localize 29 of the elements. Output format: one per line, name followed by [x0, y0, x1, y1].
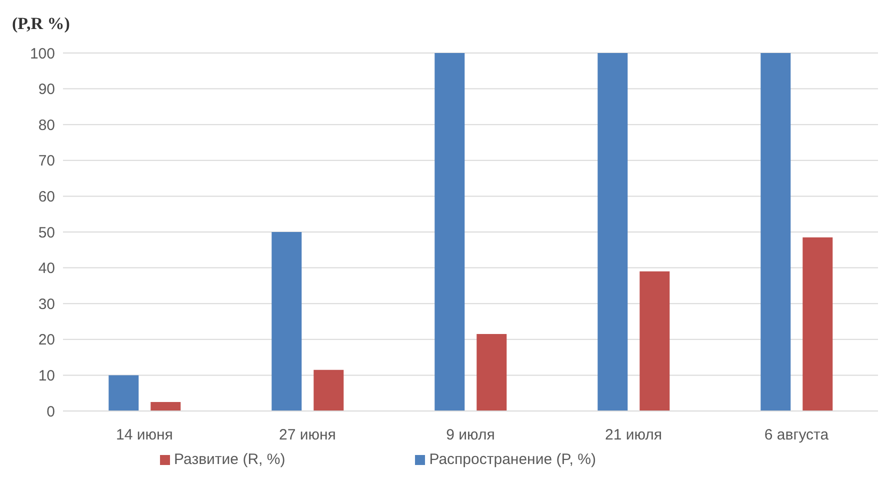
y-tick-label: 0: [46, 403, 55, 420]
bar: [760, 53, 791, 411]
y-tick-label: 50: [38, 224, 55, 242]
bar: [476, 334, 507, 411]
legend-label: Развитие (R, %): [174, 451, 286, 468]
bar: [802, 237, 833, 411]
x-tick-label: 6 августа: [764, 426, 830, 444]
bar: [640, 271, 670, 411]
y-tick-label: 30: [38, 296, 55, 313]
bar: [150, 402, 181, 411]
x-tick-label: 21 июля: [604, 426, 662, 444]
bar: [272, 232, 302, 411]
y-tick-label: 100: [30, 45, 55, 62]
y-tick-label: 80: [38, 116, 55, 134]
bar: [598, 53, 628, 411]
bar: [108, 375, 139, 411]
y-tick-label: 90: [38, 81, 55, 98]
bar: [434, 53, 465, 411]
y-tick-label: 40: [38, 260, 55, 278]
y-tick-label: 70: [38, 152, 55, 170]
x-tick-label: 9 июля: [446, 426, 495, 444]
x-tick-label: 27 июня: [279, 426, 336, 444]
bar: [314, 370, 344, 411]
x-tick-label: 14 июня: [116, 426, 173, 444]
y-tick-label: 20: [38, 332, 55, 349]
y-tick-label: 10: [38, 368, 55, 385]
y-axis-title: (P,R %): [12, 14, 70, 34]
y-tick-label: 60: [38, 188, 55, 206]
legend-label: Распространение (P, %): [429, 451, 596, 468]
